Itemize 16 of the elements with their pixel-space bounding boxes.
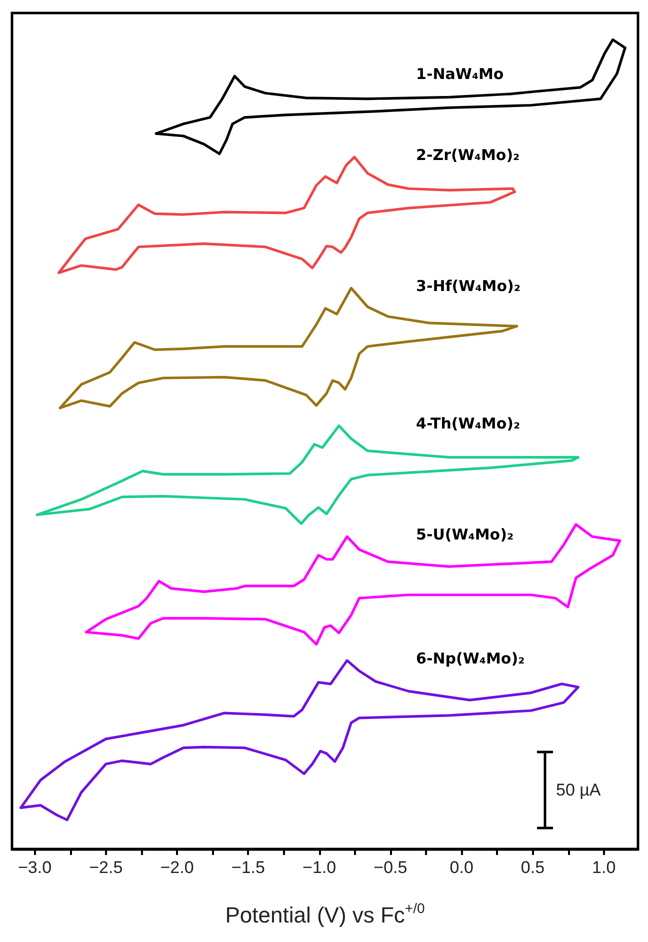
series-label: 3-Hf(W₄Mo)₂: [416, 277, 520, 296]
x-tick-label: 0.0: [450, 858, 474, 877]
x-tick-label: −2.0: [160, 858, 194, 877]
x-tick-label: 1.0: [592, 858, 616, 877]
series-label: 6-Np(W₄Mo)₂: [416, 649, 525, 668]
x-tick-label: −2.5: [89, 858, 123, 877]
series-label: 2-Zr(W₄Mo)₂: [416, 146, 520, 164]
x-tick-label: −1.5: [231, 858, 265, 877]
annotation: 50 µA: [556, 780, 602, 800]
series-label: 1-NaW₄Mo: [416, 65, 504, 84]
x-tick-label: −0.5: [374, 858, 408, 877]
series-label: 5-U(W₄Mo)₂: [416, 526, 514, 544]
series-label: 4-Th(W₄Mo)₂: [416, 414, 520, 433]
x-tick-label: −3.0: [18, 858, 52, 877]
x-tick-label: −1.0: [302, 858, 336, 877]
x-tick-label: 0.5: [520, 858, 545, 877]
